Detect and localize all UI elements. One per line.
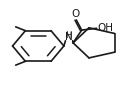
Text: O: O [72, 9, 80, 19]
Text: N: N [65, 32, 73, 42]
Text: OH: OH [98, 23, 114, 33]
Text: H: H [66, 31, 72, 40]
